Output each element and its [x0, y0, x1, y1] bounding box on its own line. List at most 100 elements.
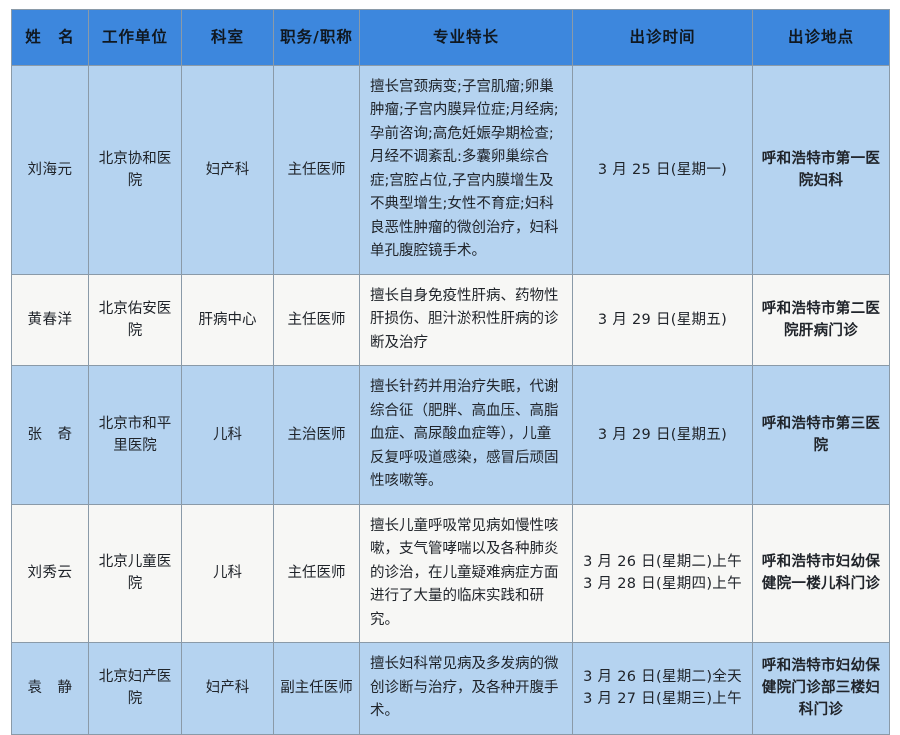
cell-name: 刘秀云	[11, 503, 89, 644]
cell-department: 儿科	[181, 503, 274, 644]
visit-time-line: 3 月 26 日(星期二)全天	[583, 669, 742, 686]
column-header-title-label: 职务/职称	[280, 27, 353, 46]
work-unit: 北京协和医院	[98, 150, 172, 189]
cell-place: 呼和浩特市第二医院肝病门诊	[752, 273, 890, 367]
visit-time-line: 3 月 29 日(星期五)	[597, 427, 728, 444]
visit-time: 3 月 29 日(星期五)	[573, 416, 752, 454]
job-title: 副主任医师	[280, 680, 353, 697]
column-header-specialty-label: 专业特长	[432, 27, 499, 46]
visit-time: 3 月 29 日(星期五)	[573, 301, 752, 339]
visit-place: 呼和浩特市妇幼保健院门诊部三楼妇科门诊	[761, 658, 881, 719]
doctor-schedule-table: 姓 名 工作单位 科室 职务/职称 专业特长 出诊时间	[11, 9, 890, 735]
cell-department: 妇产科	[181, 642, 274, 735]
cell-place: 呼和浩特市第一医院妇科	[752, 65, 890, 275]
cell-name: 袁 静	[11, 642, 89, 735]
work-unit: 北京佑安医院	[98, 301, 172, 340]
work-unit: 北京妇产医院	[98, 669, 172, 708]
specialty-text: 擅长自身免疫性肝病、药物性肝损伤、胆汁淤积性肝病的诊断及治疗	[370, 287, 559, 351]
cell-department: 儿科	[181, 365, 274, 505]
column-header-time-label: 出诊时间	[629, 27, 696, 46]
visit-time-line: 3 月 27 日(星期三)上午	[583, 691, 742, 708]
cell-unit: 北京儿童医院	[88, 503, 182, 644]
column-header-time: 出诊时间	[572, 9, 753, 66]
visit-time-line: 3 月 28 日(星期四)上午	[583, 576, 742, 593]
cell-time: 3 月 25 日(星期一)	[572, 65, 753, 275]
header-row: 姓 名 工作单位 科室 职务/职称 专业特长 出诊时间	[11, 9, 890, 66]
cell-unit: 北京佑安医院	[88, 273, 182, 367]
visit-place: 呼和浩特市第三医院	[761, 416, 881, 455]
column-header-specialty: 专业特长	[359, 9, 573, 66]
cell-title: 主治医师	[273, 365, 360, 505]
doctor-name: 刘海元	[27, 161, 73, 178]
table-body: 刘海元 北京协和医院 妇产科 主任医师 擅长宫颈病变;子宫肌瘤;卵巢肿瘤;子宫内…	[11, 65, 890, 735]
column-header-department-label: 科室	[210, 27, 244, 46]
column-header-unit-label: 工作单位	[101, 27, 168, 46]
department: 肝病中心	[198, 312, 257, 329]
job-title: 主任医师	[287, 565, 346, 582]
column-header-department: 科室	[181, 9, 274, 66]
cell-specialty: 擅长儿童呼吸常见病如慢性咳嗽，支气管哮喘以及各种肺炎的诊治，在儿童疑难病症方面进…	[359, 503, 573, 644]
cell-time: 3 月 26 日(星期二)上午 3 月 28 日(星期四)上午	[572, 503, 753, 644]
table-container: 姓 名 工作单位 科室 职务/职称 专业特长 出诊时间	[11, 9, 890, 735]
cell-department: 妇产科	[181, 65, 274, 275]
cell-title: 主任医师	[273, 65, 360, 275]
column-header-name-label: 姓 名	[25, 27, 75, 46]
cell-time: 3 月 29 日(星期五)	[572, 365, 753, 505]
column-header-place: 出诊地点	[752, 9, 890, 66]
table-header: 姓 名 工作单位 科室 职务/职称 专业特长 出诊时间	[11, 9, 890, 66]
doctor-name: 黄春洋	[27, 312, 73, 329]
specialty-text: 擅长宫颈病变;子宫肌瘤;卵巢肿瘤;子宫内膜异位症;月经病;孕前咨询;高危妊娠孕期…	[370, 79, 559, 260]
doctor-name: 张 奇	[27, 427, 73, 444]
table-row: 黄春洋 北京佑安医院 肝病中心 主任医师 擅长自身免疫性肝病、药物性肝损伤、胆汁…	[11, 273, 890, 367]
cell-unit: 北京协和医院	[88, 65, 182, 275]
specialty-text: 擅长针药并用治疗失眠，代谢综合征（肥胖、高血压、高脂血症、高尿酸血症等），儿童反…	[370, 379, 559, 490]
table-row: 袁 静 北京妇产医院 妇产科 副主任医师 擅长妇科常见病及多发病的微创诊断与治疗…	[11, 642, 890, 735]
department: 妇产科	[205, 680, 250, 697]
doctor-name: 刘秀云	[27, 565, 73, 582]
column-header-title: 职务/职称	[273, 9, 360, 66]
visit-time: 3 月 25 日(星期一)	[573, 151, 752, 189]
cell-name: 刘海元	[11, 65, 89, 275]
cell-place: 呼和浩特市妇幼保健院门诊部三楼妇科门诊	[752, 642, 890, 735]
department: 儿科	[213, 427, 242, 444]
cell-title: 主任医师	[273, 503, 360, 644]
cell-specialty: 擅长针药并用治疗失眠，代谢综合征（肥胖、高血压、高脂血症、高尿酸血症等），儿童反…	[359, 365, 573, 505]
cell-unit: 北京市和平里医院	[88, 365, 182, 505]
cell-time: 3 月 26 日(星期二)全天 3 月 27 日(星期三)上午	[572, 642, 753, 735]
visit-time-line: 3 月 26 日(星期二)上午	[583, 554, 742, 571]
column-header-name: 姓 名	[11, 9, 89, 66]
visit-time: 3 月 26 日(星期二)全天 3 月 27 日(星期三)上午	[573, 658, 752, 718]
cell-department: 肝病中心	[181, 273, 274, 367]
visit-time-line: 3 月 25 日(星期一)	[597, 161, 728, 178]
visit-time-line: 3 月 29 日(星期五)	[597, 312, 728, 329]
visit-place: 呼和浩特市第一医院妇科	[761, 150, 881, 189]
specialty-text: 擅长妇科常见病及多发病的微创诊断与治疗，及各种开腹手术。	[370, 656, 559, 720]
cell-name: 黄春洋	[11, 273, 89, 367]
visit-place: 呼和浩特市第二医院肝病门诊	[761, 301, 881, 340]
work-unit: 北京儿童医院	[98, 554, 172, 593]
visit-place: 呼和浩特市妇幼保健院一楼儿科门诊	[761, 554, 881, 593]
job-title: 主任医师	[287, 161, 346, 178]
column-header-place-label: 出诊地点	[787, 27, 854, 46]
visit-time: 3 月 26 日(星期二)上午 3 月 28 日(星期四)上午	[573, 543, 752, 603]
column-header-unit: 工作单位	[88, 9, 182, 66]
cell-name: 张 奇	[11, 365, 89, 505]
doctor-name: 袁 静	[27, 680, 73, 697]
cell-specialty: 擅长妇科常见病及多发病的微创诊断与治疗，及各种开腹手术。	[359, 642, 573, 735]
cell-specialty: 擅长宫颈病变;子宫肌瘤;卵巢肿瘤;子宫内膜异位症;月经病;孕前咨询;高危妊娠孕期…	[359, 65, 573, 275]
cell-title: 主任医师	[273, 273, 360, 367]
cell-unit: 北京妇产医院	[88, 642, 182, 735]
table-row: 刘秀云 北京儿童医院 儿科 主任医师 擅长儿童呼吸常见病如慢性咳嗽，支气管哮喘以…	[11, 503, 890, 644]
department: 妇产科	[205, 161, 250, 178]
schedule-page: 姓 名 工作单位 科室 职务/职称 专业特长 出诊时间	[11, 9, 890, 735]
cell-place: 呼和浩特市第三医院	[752, 365, 890, 505]
cell-time: 3 月 29 日(星期五)	[572, 273, 753, 367]
table-row: 张 奇 北京市和平里医院 儿科 主治医师 擅长针药并用治疗失眠，代谢综合征（肥胖…	[11, 365, 890, 505]
work-unit: 北京市和平里医院	[98, 416, 172, 455]
job-title: 主任医师	[287, 312, 346, 329]
cell-title: 副主任医师	[273, 642, 360, 735]
table-row: 刘海元 北京协和医院 妇产科 主任医师 擅长宫颈病变;子宫肌瘤;卵巢肿瘤;子宫内…	[11, 65, 890, 275]
specialty-text: 擅长儿童呼吸常见病如慢性咳嗽，支气管哮喘以及各种肺炎的诊治，在儿童疑难病症方面进…	[370, 517, 559, 628]
cell-specialty: 擅长自身免疫性肝病、药物性肝损伤、胆汁淤积性肝病的诊断及治疗	[359, 273, 573, 367]
cell-place: 呼和浩特市妇幼保健院一楼儿科门诊	[752, 503, 890, 644]
